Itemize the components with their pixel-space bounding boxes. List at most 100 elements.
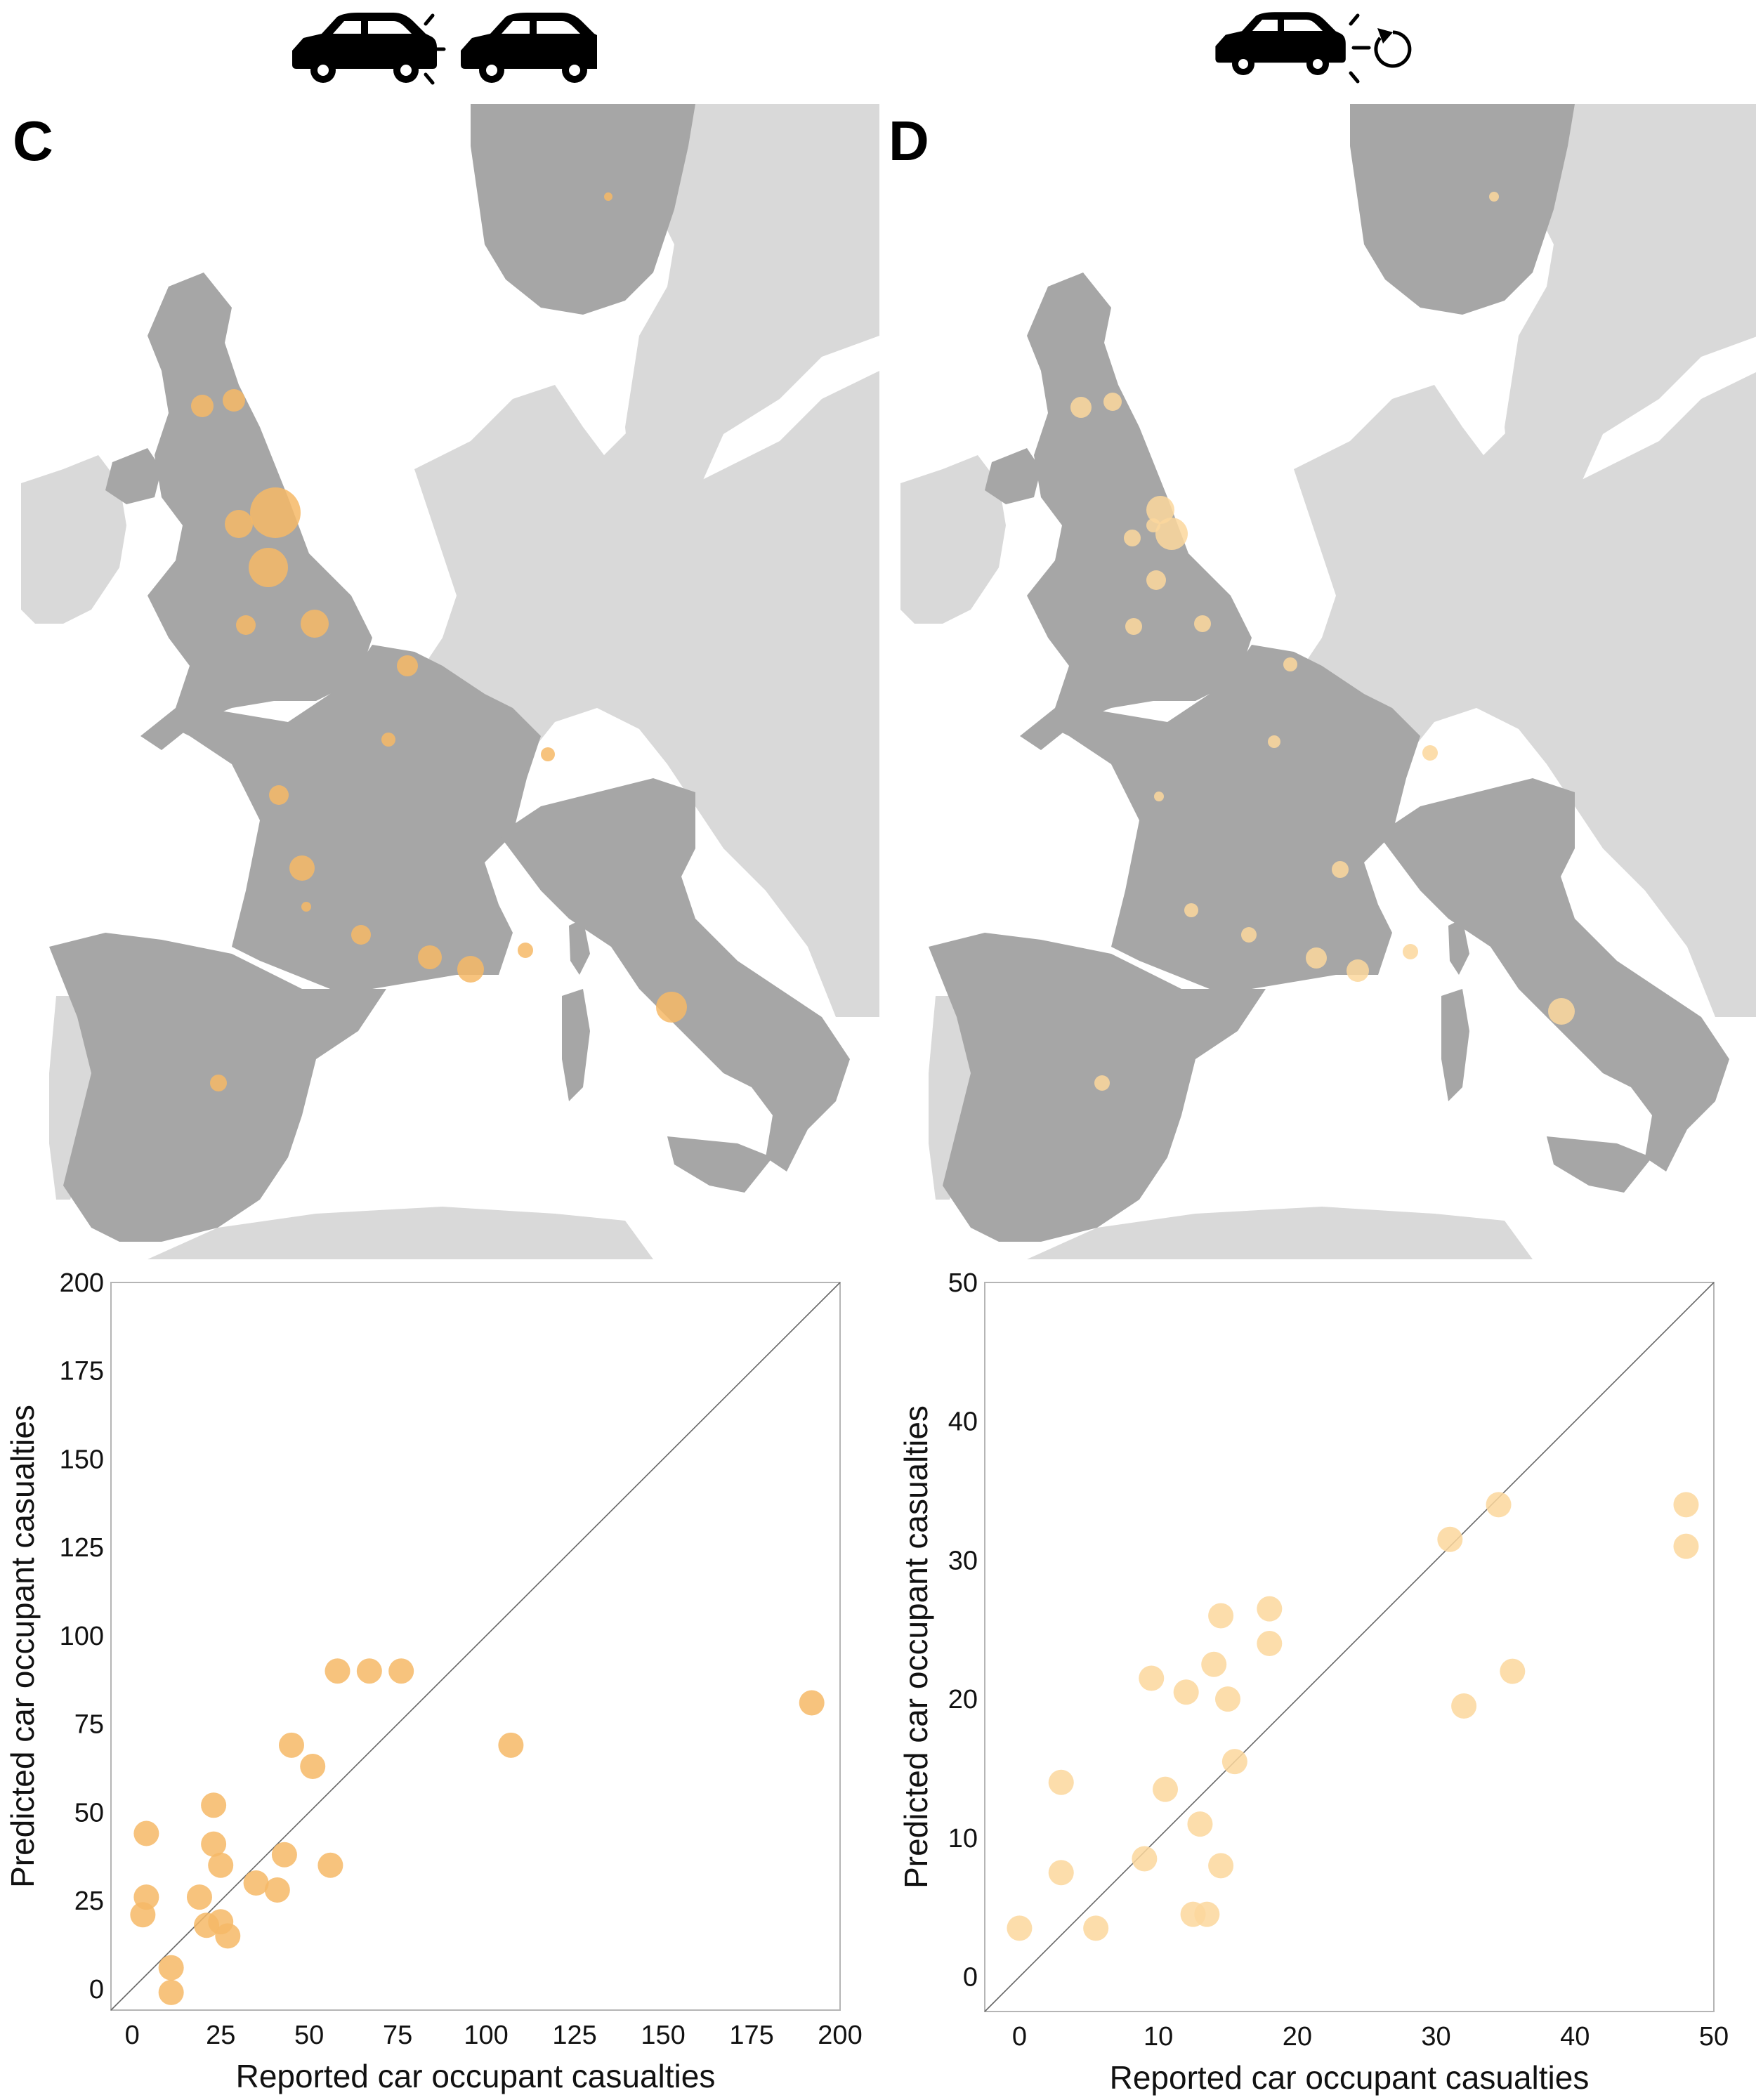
map-bubble xyxy=(1103,393,1122,411)
x-tick-label: 0 xyxy=(125,2021,140,2050)
y-tick-label: 200 xyxy=(60,1268,104,1298)
y-tick-label: 125 xyxy=(60,1533,104,1563)
data-point xyxy=(264,1877,290,1903)
highlighted-land-5 xyxy=(1378,778,1729,1172)
x-tick-label: 100 xyxy=(464,2021,508,2050)
map-bubble xyxy=(351,925,371,945)
data-point xyxy=(130,1902,156,1928)
data-point xyxy=(799,1690,825,1716)
highlighted-land-5 xyxy=(499,778,850,1172)
panel-letter-d: D xyxy=(889,110,929,172)
map-bubble xyxy=(457,956,484,983)
impact-lines-icon xyxy=(424,13,446,85)
map-bubble xyxy=(1548,998,1575,1025)
map-bubble xyxy=(1155,518,1188,550)
data-point xyxy=(356,1658,382,1684)
other-land-5 xyxy=(148,1207,653,1259)
data-point xyxy=(1194,1901,1220,1927)
map-bubble xyxy=(1194,615,1211,632)
y-tick-label: 50 xyxy=(74,1798,104,1827)
x-tick-label: 200 xyxy=(818,2021,862,2050)
data-point xyxy=(1451,1693,1477,1719)
highlighted-land-2 xyxy=(985,448,1041,504)
data-point xyxy=(1500,1658,1526,1684)
data-point xyxy=(1673,1492,1699,1518)
map-bubble xyxy=(397,655,418,676)
highlighted-land-3 xyxy=(162,645,541,989)
map-bubble xyxy=(1094,1075,1110,1091)
other-land-4 xyxy=(1483,427,1540,511)
y-tick-label: 50 xyxy=(948,1268,978,1298)
highlighted-land-8 xyxy=(1448,919,1469,975)
other-land-1 xyxy=(1294,372,1756,1017)
map-bubble xyxy=(210,1075,227,1091)
y-tick-label: 40 xyxy=(948,1407,978,1437)
map-bubble xyxy=(225,510,253,538)
map-bubble xyxy=(1306,947,1327,969)
highlighted-land-1 xyxy=(1020,273,1252,750)
map-bubble xyxy=(518,943,533,958)
map-bubble xyxy=(1125,618,1142,635)
highlighted-land-6 xyxy=(667,1136,773,1193)
data-point xyxy=(388,1658,414,1684)
y-tick-label: 10 xyxy=(948,1824,978,1853)
scatter-plot-d: 0 10 20 30 40 50 0 10 20 30 40 50 Reported car occup… xyxy=(898,1268,1729,2096)
x-tick-label: 40 xyxy=(1560,2022,1590,2052)
map-bubble xyxy=(191,395,214,417)
data-point xyxy=(158,1979,184,2005)
x-tick-label: 25 xyxy=(206,2021,235,2050)
data-point xyxy=(300,1753,326,1779)
data-point xyxy=(1048,1860,1074,1886)
data-point xyxy=(271,1842,297,1868)
map-bubble xyxy=(1146,518,1160,532)
y-tick-label: 0 xyxy=(89,1975,104,2004)
map-bubble xyxy=(1146,570,1166,590)
y-axis-label: Predicted car occupant casualties xyxy=(4,1405,41,1888)
data-point xyxy=(1187,1811,1213,1837)
data-point xyxy=(133,1820,159,1846)
car-rollover-icon xyxy=(1215,12,1412,84)
y-tick-label: 20 xyxy=(948,1685,978,1714)
map-bubble xyxy=(1146,496,1174,524)
x-tick-label: 50 xyxy=(294,2021,324,2050)
map-panel-d xyxy=(900,104,1756,1259)
data-point xyxy=(201,1792,227,1818)
data-point xyxy=(1257,1596,1283,1622)
data-point xyxy=(1132,1846,1158,1872)
highlighted-land-8 xyxy=(569,919,590,975)
x-tick-label: 10 xyxy=(1144,2022,1173,2052)
data-point xyxy=(208,1852,234,1878)
data-point xyxy=(1486,1492,1512,1518)
y-tick-label: 0 xyxy=(963,1963,978,1993)
x-tick-label: 75 xyxy=(383,2021,412,2050)
other-land-4 xyxy=(604,427,660,511)
x-axis-label: Reported car occupant casualties xyxy=(236,2058,716,2094)
y-tick-label: 75 xyxy=(74,1710,104,1740)
map-bubble xyxy=(1347,959,1369,982)
map-bubble xyxy=(1268,735,1280,748)
x-tick-label: 150 xyxy=(641,2021,685,2050)
map-bubble xyxy=(1241,927,1257,943)
data-point xyxy=(1201,1651,1227,1677)
data-point xyxy=(1437,1526,1463,1552)
data-point xyxy=(158,1955,184,1981)
data-point xyxy=(317,1852,343,1878)
data-point xyxy=(1083,1915,1109,1941)
map-bubble xyxy=(269,785,289,805)
car-left-icon xyxy=(292,13,437,83)
impact-lines-icon xyxy=(1349,13,1371,84)
rotate-arrow-icon xyxy=(1374,28,1412,68)
map-bubble xyxy=(381,733,395,747)
x-axis-label: Reported car occupant casualties xyxy=(1110,2059,1590,2096)
scatter-plot-c: 0 25 50 75 100 125 150 175 200 0 25 50 75 100 125 150 17… xyxy=(4,1268,863,2094)
identity-line xyxy=(110,1282,841,2011)
map-bubble xyxy=(236,615,256,635)
data-point xyxy=(1048,1769,1074,1795)
other-land-2 xyxy=(21,455,126,624)
highlighted-land-6 xyxy=(1547,1136,1652,1193)
data-point xyxy=(1673,1533,1699,1559)
car-right-icon xyxy=(461,13,597,83)
highlighted-land-7 xyxy=(1441,989,1469,1101)
other-land-1 xyxy=(414,371,879,1017)
y-tick-label: 30 xyxy=(948,1546,978,1575)
